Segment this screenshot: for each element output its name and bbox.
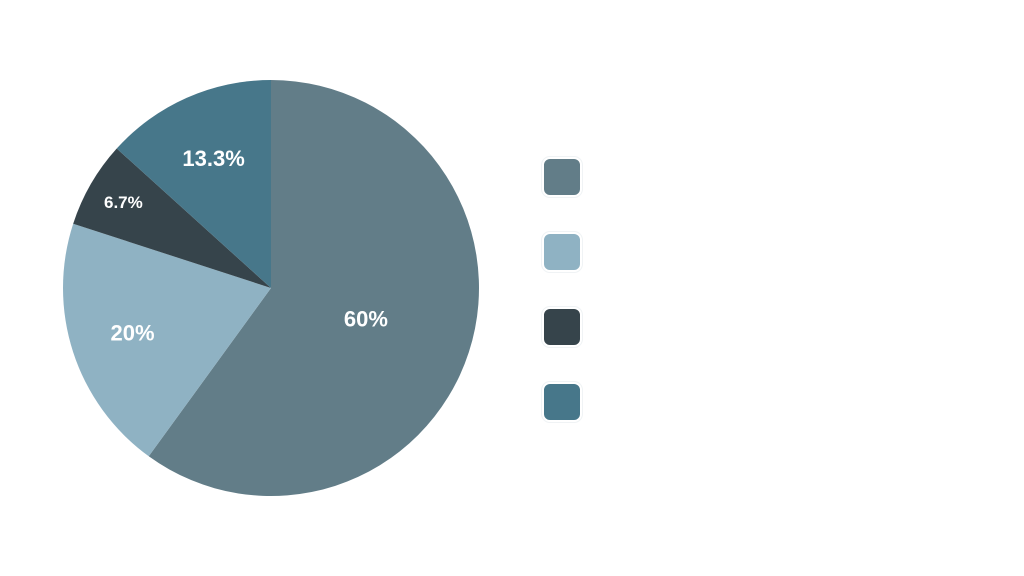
pie-slice — [148, 80, 479, 496]
pie-slice — [116, 80, 271, 288]
slice-label: 6.7% — [104, 193, 143, 212]
legend-swatch — [542, 157, 582, 197]
legend-item — [540, 230, 582, 272]
slice-label: 13.3% — [182, 146, 244, 171]
legend-swatch — [542, 232, 582, 272]
pie-slice — [63, 223, 272, 457]
pie-slice — [73, 148, 272, 288]
legend-swatch — [542, 307, 582, 347]
legend-item — [540, 380, 582, 422]
legend-swatch — [542, 382, 582, 422]
slice-label: 60% — [344, 306, 388, 331]
legend — [540, 155, 620, 455]
slice-label: 20% — [111, 320, 155, 345]
legend-item — [540, 305, 582, 347]
legend-item — [540, 155, 582, 197]
